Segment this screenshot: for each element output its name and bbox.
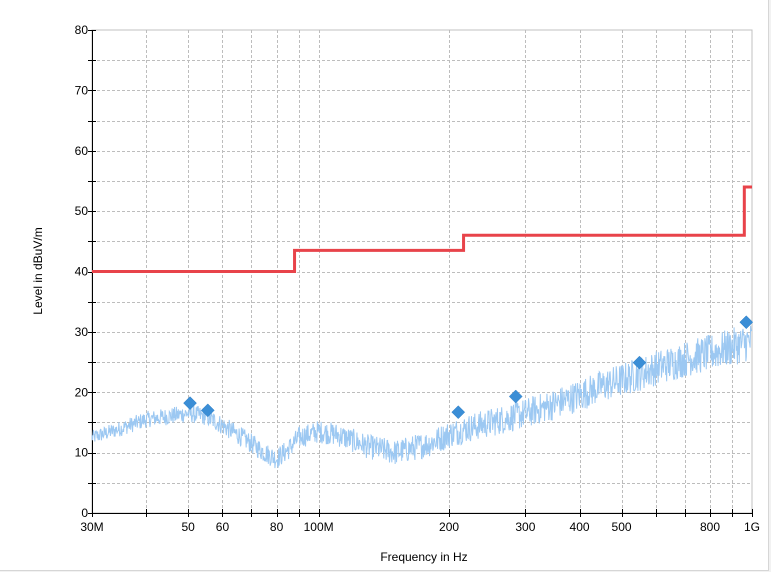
quasi-peak-marker (632, 355, 647, 370)
quasi-peak-marker (739, 315, 754, 330)
x-tick-label: 800 (700, 520, 720, 534)
y-tick-label: 10 (75, 446, 89, 460)
x-tick-label: 100M (304, 520, 334, 534)
series (91, 185, 754, 469)
quasi-peak-marker (508, 389, 523, 404)
x-tick-label: 60 (216, 520, 230, 534)
y-tick-label: 20 (75, 385, 89, 399)
y-tick-label: 70 (75, 83, 89, 97)
x-axis-label: Frequency in Hz (380, 550, 467, 564)
limit-line (92, 185, 752, 273)
x-tick-label: 500 (612, 520, 632, 534)
x-tick-label: 400 (570, 520, 590, 534)
y-tick-label: 60 (75, 144, 89, 158)
x-tick-label: 50 (181, 520, 195, 534)
quasi-peak-marker (451, 405, 466, 420)
y-tick-label: 80 (75, 23, 89, 37)
quasi-peak-marker (183, 396, 197, 410)
y-tick-label: 50 (75, 204, 89, 218)
quasi-peak-marker (200, 403, 215, 418)
y-tick-label: 30 (75, 325, 89, 339)
x-tick-label: 200 (439, 520, 459, 534)
x-tick-label: 80 (270, 520, 284, 534)
y-tick-label: 40 (75, 265, 89, 279)
axes: 0 10 20 30 40 50 60 70 80 30M 50 60 80 100M 200 300 400 5… (75, 23, 760, 534)
y-axis-label: Level in dBuV/m (31, 227, 45, 314)
x-tick-label: 1G (744, 520, 760, 534)
y-tick-label: 0 (81, 506, 88, 520)
x-tick-label: 300 (515, 520, 535, 534)
x-tick-label: 30M (80, 520, 103, 534)
